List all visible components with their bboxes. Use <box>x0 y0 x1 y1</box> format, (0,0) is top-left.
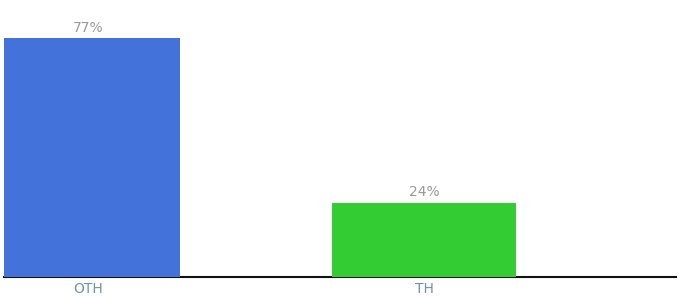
Text: 24%: 24% <box>409 185 439 199</box>
Bar <box>0 38 180 277</box>
Bar <box>332 202 516 277</box>
Text: 77%: 77% <box>73 20 103 34</box>
